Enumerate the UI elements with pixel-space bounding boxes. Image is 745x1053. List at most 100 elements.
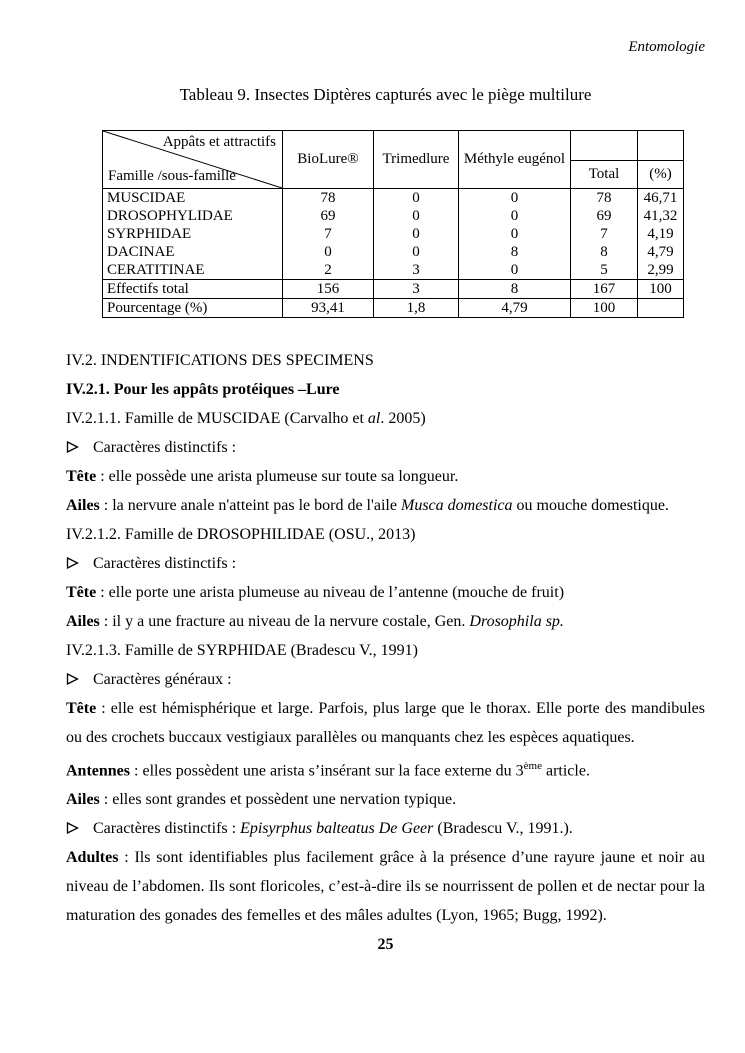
bullet-item-caracteres-distinctifs: Caractères distinctifs : — [66, 549, 705, 578]
cell-methyle: 0 — [458, 225, 571, 243]
paragraph-tete-syrphidae: Tête : elle est hémisphérique et large. … — [66, 694, 705, 752]
term-text: : elles sont grandes et possèdent une ne… — [99, 791, 457, 809]
cell-trimedlure: 0 — [373, 243, 459, 261]
cell-biolure: 69 — [282, 207, 374, 225]
arrow-bullet-icon — [66, 549, 79, 578]
cell-methyle: 4,79 — [458, 298, 571, 318]
cell-famille: Effectifs total — [102, 279, 283, 299]
cell-biolure: 93,41 — [282, 298, 374, 318]
table-row-syrphidae: SYRPHIDAE 7 0 0 7 4,19 — [102, 225, 684, 243]
cell-percent: 2,99 — [637, 261, 684, 280]
diagonal-divider-line — [103, 131, 282, 188]
term-text: : elle porte une arista plumeuse au nive… — [96, 584, 565, 601]
table-row-muscidae: MUSCIDAE 78 0 0 78 46,71 — [102, 188, 684, 207]
cell-methyle: 0 — [458, 207, 571, 225]
cell-famille: DROSOPHYLIDAE — [102, 207, 283, 225]
term-text: ou mouche domestique. — [512, 497, 669, 514]
cell-total: 5 — [570, 261, 638, 280]
term-label: Ailes — [66, 791, 100, 809]
cell-famille: Pourcentage (%) — [102, 298, 283, 318]
column-header-total: Total — [570, 160, 638, 189]
bullet-label: Caractères distinctifs : — [93, 820, 241, 838]
cell-famille: DACINAE — [102, 243, 283, 261]
cell-total: 167 — [570, 279, 638, 299]
term-text: : elle est hémisphérique et large. Parfo… — [66, 700, 705, 746]
cell-total: 69 — [570, 207, 638, 225]
paragraph-adultes-syrphidae: Adultes : Ils sont identifiables plus fa… — [66, 843, 705, 930]
cell-famille: SYRPHIDAE — [102, 225, 283, 243]
cell-biolure: 0 — [282, 243, 374, 261]
cell-trimedlure: 3 — [373, 261, 459, 280]
term-text: : il y a une fracture au niveau de la ne… — [99, 613, 470, 630]
empty-cell — [637, 298, 684, 318]
table-row-effectifs-total: Effectifs total 156 3 8 167 100 — [102, 279, 684, 299]
heading-text: . 2005) — [380, 410, 426, 427]
document-body: IV.2. INDENTIFICATIONS DES SPECIMENS IV.… — [66, 346, 705, 930]
term-label: Adultes — [66, 849, 119, 867]
paragraph-antennes-syrphidae: Antennes : elles possèdent une arista s’… — [66, 752, 705, 785]
section-heading-muscidae: IV.2.1.1. Famille de MUSCIDAE (Carvalho … — [66, 404, 705, 433]
empty-header-cell — [570, 130, 638, 161]
column-header-percent: (%) — [637, 160, 684, 189]
table-header-row: Appâts et attractifs Famille /sous-famil… — [102, 130, 684, 189]
cell-percent: 46,71 — [637, 188, 684, 207]
cell-trimedlure: 3 — [373, 279, 459, 299]
empty-header-cell — [637, 130, 684, 161]
cell-total: 7 — [570, 225, 638, 243]
cell-biolure: 2 — [282, 261, 374, 280]
cell-percent: 100 — [637, 279, 684, 299]
arrow-bullet-icon — [66, 665, 79, 694]
bullet-label: Caractères distinctifs : — [93, 555, 237, 572]
table-caption: Tableau 9. Insectes Diptères capturés av… — [179, 85, 592, 104]
cell-methyle: 8 — [458, 243, 571, 261]
term-label: Tête — [66, 700, 97, 717]
table-row-drosophylidae: DROSOPHYLIDAE 69 0 0 69 41,32 — [102, 207, 684, 225]
section-heading-iv21: IV.2.1. Pour les appâts protéiques –Lure — [66, 381, 340, 398]
term-text: : Ils sont identifiables plus facilement… — [66, 849, 705, 925]
bullet-label: Caractères généraux : — [93, 671, 232, 688]
paragraph-tete-muscidae: Tête : elle possède une arista plumeuse … — [66, 462, 705, 491]
table-row-pourcentage: Pourcentage (%) 93,41 1,8 4,79 100 — [102, 298, 684, 318]
insect-capture-table: Appâts et attractifs Famille /sous-famil… — [102, 130, 684, 318]
paragraph-ailes-drosophilidae: Ailes : il y a une fracture au niveau de… — [66, 607, 705, 636]
corner-label-baits: Appâts et attractifs — [162, 134, 276, 150]
cell-percent: 41,32 — [637, 207, 684, 225]
term-label: Tête — [66, 584, 97, 601]
cell-methyle: 0 — [458, 261, 571, 280]
table-subheader-row: Total (%) — [103, 160, 684, 189]
term-text: : la nervure anale n'atteint pas le bord… — [99, 497, 401, 514]
bullet-label: (Bradescu V., 1991.). — [433, 820, 573, 838]
table-row-dacinae: DACINAE 0 0 8 8 4,79 — [102, 243, 684, 261]
term-label: Tête — [66, 468, 97, 485]
table-row-ceratitinae: CERATITINAE 2 3 0 5 2,99 — [102, 261, 684, 280]
section-heading-iv2: IV.2. INDENTIFICATIONS DES SPECIMENS — [66, 352, 374, 369]
bullet-label: Caractères distinctifs : — [93, 439, 237, 456]
cell-trimedlure: 0 — [373, 225, 459, 243]
heading-italic-text: al — [367, 410, 381, 427]
cell-famille: MUSCIDAE — [102, 188, 283, 207]
cell-biolure: 7 — [282, 225, 374, 243]
paragraph-ailes-syrphidae: Ailes : elles sont grandes et possèdent … — [66, 785, 705, 814]
heading-text: IV.2.1.1. Famille de MUSCIDAE (Carvalho … — [66, 410, 368, 427]
term-text: : elle possède une arista plumeuse sur t… — [96, 468, 459, 485]
column-header-trimedlure: Trimedlure — [373, 130, 459, 189]
cell-famille: CERATITINAE — [102, 261, 283, 280]
term-label: Antennes — [66, 762, 131, 780]
term-text: article. — [541, 762, 590, 780]
column-header-biolure: BioLure® — [282, 130, 374, 189]
superscript-text: ème — [523, 760, 542, 772]
diagonal-corner-cell: Appâts et attractifs Famille /sous-famil… — [102, 130, 283, 189]
page-number: 25 — [377, 936, 394, 954]
term-label: Ailes — [66, 497, 100, 514]
cell-trimedlure: 0 — [373, 188, 459, 207]
corner-label-family: Famille /sous-famille — [108, 168, 236, 184]
cell-total: 100 — [570, 298, 638, 318]
cell-trimedlure: 0 — [373, 207, 459, 225]
cell-biolure: 156 — [282, 279, 374, 299]
cell-percent: 4,19 — [637, 225, 684, 243]
cell-methyle: 0 — [458, 188, 571, 207]
paragraph-tete-drosophilidae: Tête : elle porte une arista plumeuse au… — [66, 578, 705, 607]
species-name-italic: Drosophila sp. — [469, 613, 564, 630]
cell-methyle: 8 — [458, 279, 571, 299]
cell-total: 78 — [570, 188, 638, 207]
